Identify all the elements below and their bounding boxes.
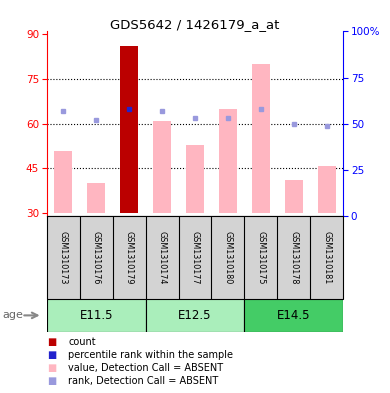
- Text: GDS5642 / 1426179_a_at: GDS5642 / 1426179_a_at: [110, 18, 280, 31]
- Text: GSM1310178: GSM1310178: [289, 231, 298, 284]
- Bar: [186, 145, 204, 213]
- Text: E14.5: E14.5: [277, 309, 310, 322]
- Text: E11.5: E11.5: [80, 309, 113, 322]
- Bar: [285, 180, 303, 213]
- Text: age: age: [2, 310, 23, 320]
- Text: GSM1310179: GSM1310179: [125, 231, 134, 284]
- Text: GSM1310177: GSM1310177: [190, 231, 200, 284]
- Text: value, Detection Call = ABSENT: value, Detection Call = ABSENT: [68, 363, 223, 373]
- Text: GSM1310176: GSM1310176: [92, 231, 101, 284]
- Bar: [219, 109, 237, 213]
- Bar: [54, 151, 72, 213]
- Bar: [145, 299, 245, 332]
- Text: GSM1310174: GSM1310174: [158, 231, 167, 284]
- Bar: [252, 64, 270, 213]
- Bar: [47, 299, 145, 332]
- Bar: [245, 299, 343, 332]
- Bar: [120, 46, 138, 213]
- Text: percentile rank within the sample: percentile rank within the sample: [68, 350, 233, 360]
- Text: GSM1310181: GSM1310181: [322, 231, 331, 284]
- Bar: [153, 121, 171, 213]
- Bar: [318, 165, 336, 213]
- Bar: [87, 184, 105, 213]
- Text: ■: ■: [47, 350, 56, 360]
- Text: ■: ■: [47, 363, 56, 373]
- Text: rank, Detection Call = ABSENT: rank, Detection Call = ABSENT: [68, 376, 218, 386]
- Text: GSM1310175: GSM1310175: [256, 231, 265, 284]
- Text: GSM1310180: GSM1310180: [223, 231, 232, 284]
- Text: ■: ■: [47, 337, 56, 347]
- Text: E12.5: E12.5: [178, 309, 212, 322]
- Text: ■: ■: [47, 376, 56, 386]
- Text: count: count: [68, 337, 96, 347]
- Text: GSM1310173: GSM1310173: [59, 231, 68, 284]
